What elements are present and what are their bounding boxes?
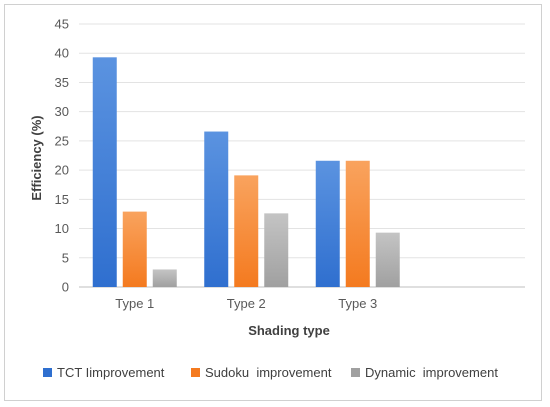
bar-1-1 [92, 57, 117, 288]
bar-2-3 [345, 160, 370, 287]
y-tick-label: 25 [55, 133, 69, 148]
legend-swatch [351, 368, 360, 377]
bar-1-3 [315, 160, 340, 287]
legend-label: TCT Iimprovement [57, 365, 165, 380]
y-tick-label: 5 [62, 250, 69, 265]
y-tick-label: 15 [55, 192, 69, 207]
bar-3-3 [375, 232, 400, 287]
gridlines [79, 23, 525, 288]
bars [92, 57, 400, 288]
y-tick-label: 45 [55, 17, 69, 32]
legend-item-2: Sudoku improvement [191, 365, 332, 380]
y-tick-label: 20 [55, 163, 69, 178]
y-axis-title: Efficiency (%) [29, 115, 44, 200]
bar-chart: 0 5 10 15 20 25 30 35 40 45 Type 1 Type 2 Type 3 Ef… [29, 17, 525, 380]
y-tick-label: 30 [55, 104, 69, 119]
x-tick-label: Type 1 [115, 296, 154, 311]
x-axis-title: Shading type [248, 323, 330, 338]
legend-swatch [43, 368, 52, 377]
legend-label: Sudoku improvement [205, 365, 332, 380]
bar-3-1 [152, 269, 177, 287]
legend-item-3: Dynamic improvement [351, 365, 498, 380]
x-axis-ticks: Type 1 Type 2 Type 3 [115, 296, 377, 311]
legend: TCT Iimprovement Sudoku improvement Dynami… [43, 365, 498, 380]
chart-container: 0 5 10 15 20 25 30 35 40 45 Type 1 Type 2 Type 3 Ef… [4, 4, 542, 401]
legend-swatch [191, 368, 200, 377]
y-tick-label: 10 [55, 221, 69, 236]
x-tick-label: Type 2 [227, 296, 266, 311]
y-tick-label: 35 [55, 75, 69, 90]
legend-label: Dynamic improvement [365, 365, 498, 380]
y-axis-ticks: 0 5 10 15 20 25 30 35 40 45 [55, 17, 69, 295]
y-tick-label: 0 [62, 280, 69, 295]
x-tick-label: Type 3 [338, 296, 377, 311]
bar-2-2 [234, 175, 259, 287]
bar-2-1 [122, 211, 147, 287]
legend-item-1: TCT Iimprovement [43, 365, 165, 380]
y-tick-label: 40 [55, 46, 69, 61]
bar-1-2 [204, 131, 229, 287]
bar-3-2 [264, 213, 289, 287]
